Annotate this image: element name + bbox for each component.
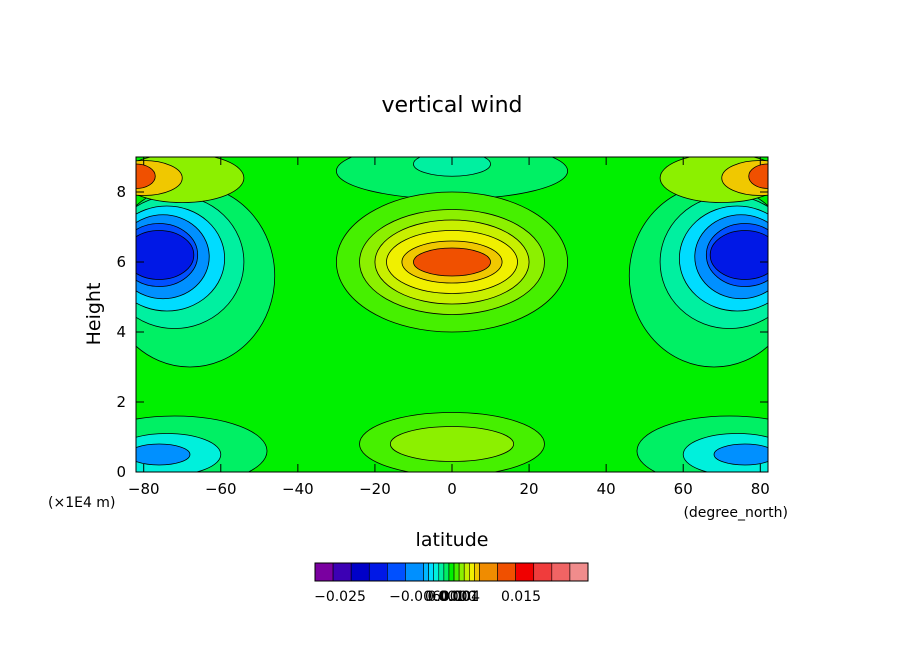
top-max (136, 163, 156, 189)
x-tick-label: −60 (205, 480, 237, 498)
colorbar-frame (314, 562, 589, 582)
deep-minimum (709, 230, 768, 280)
y-axis: 0 2 4 6 8 (116, 183, 768, 481)
weak-minimum (713, 443, 768, 466)
colorbar-cell (438, 562, 445, 582)
deep-minimum (136, 230, 195, 280)
colorbar-cell (428, 562, 434, 582)
x-tick-label: 40 (597, 480, 616, 498)
contour-field (136, 157, 768, 472)
weak-minimum (136, 443, 191, 466)
colorbar-overlap-label: 0.001 (425, 589, 465, 605)
y-tick-label: 6 (116, 253, 126, 271)
colorbar (314, 562, 589, 582)
x-tick-label: 80 (751, 480, 770, 498)
center-maximum (413, 247, 491, 277)
colorbar-cell (453, 562, 460, 582)
x-axis-units: (degree_north) (683, 505, 788, 521)
colorbar-cell (405, 562, 424, 582)
colorbar-cell (448, 562, 455, 582)
y-tick-label: 8 (116, 183, 126, 201)
low-shade (389, 426, 515, 462)
colorbar-cell (479, 562, 498, 582)
colorbar-cell (368, 562, 388, 582)
colorbar-tick-label: 0.015 (501, 589, 541, 605)
y-axis-units: (×1E4 m) (48, 495, 115, 511)
colorbar-tick-label: 0.004 (440, 589, 480, 605)
colorbar-cell (551, 562, 571, 582)
colorbar-cell (433, 562, 440, 582)
x-tick-label: −20 (359, 480, 391, 498)
top-shade (413, 157, 491, 177)
x-axis: −80 −60 −40 −20 0 20 40 60 80 (128, 157, 770, 498)
colorbar-cell (458, 562, 465, 582)
colorbar-cell (423, 562, 429, 582)
y-tick-label: 2 (116, 393, 126, 411)
colorbar-cell (443, 562, 450, 582)
y-tick-label: 4 (116, 323, 126, 341)
colorbar-cell (332, 562, 352, 582)
colorbar-cell (314, 562, 334, 582)
y-axis-label: Height (83, 283, 105, 346)
colorbar-overlap-label: 0.001 (439, 589, 479, 605)
x-tick-label: 20 (520, 480, 539, 498)
colorbar-cell (350, 562, 370, 582)
x-axis-label: latitude (416, 529, 489, 551)
colorbar-overlap-label: 0.0000 (428, 589, 477, 605)
colorbar-tick-label: −0.006 (389, 589, 441, 605)
colorbar-cell (474, 562, 480, 582)
colorbar-cell (569, 562, 589, 582)
colorbar-cell (463, 562, 470, 582)
colorbar-cell (515, 562, 535, 582)
colorbar-tick-label: −0.025 (314, 589, 366, 605)
x-tick-label: −80 (128, 480, 160, 498)
colorbar-cell (533, 562, 553, 582)
x-tick-label: −40 (282, 480, 314, 498)
colorbar-cell (469, 562, 475, 582)
x-tick-label: 60 (674, 480, 693, 498)
x-tick-label: 0 (447, 480, 457, 498)
y-tick-label: 0 (116, 463, 126, 481)
colorbar-cell (387, 562, 406, 582)
chart-title: vertical wind (381, 93, 522, 118)
colorbar-cell (497, 562, 516, 582)
